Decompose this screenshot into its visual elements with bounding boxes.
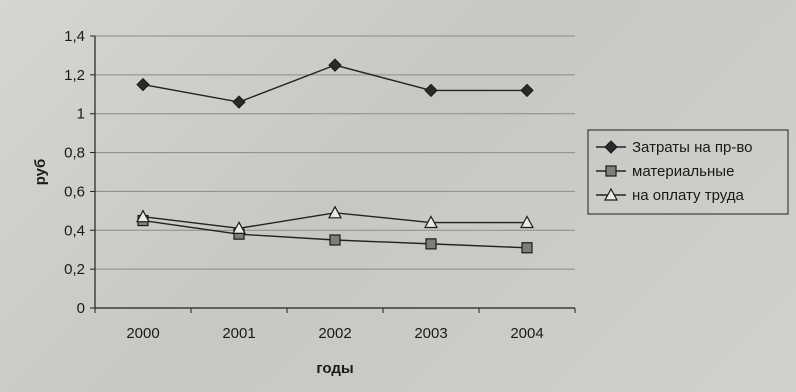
legend-item: Затраты на пр-во [596,139,753,156]
diamond-marker [520,83,534,98]
y-tick-label: 1 [77,106,85,123]
diamond-marker [136,77,150,92]
y-tick-label: 0,6 [64,183,85,200]
legend-label: Затраты на пр-во [632,139,753,156]
x-axis-title: годы [316,360,353,377]
series-lines [135,58,535,254]
x-tick-label: 2003 [414,325,447,342]
triangle-marker [135,209,151,223]
axes: 0 0,2 0,4 0,6 0,8 1 1,2 1,4 2000 2001 2002 2003 2004… [32,28,576,377]
y-tick-label: 1,2 [64,67,85,84]
triangle-marker [327,205,343,219]
legend: Затраты на пр-во материальные на оплату тр… [587,129,789,215]
legend-label: материальные [632,163,734,180]
diamond-marker [424,83,438,98]
series-triangle [135,205,535,234]
square-marker [521,242,533,254]
diamond-marker [232,95,246,109]
diamond-marker [604,140,618,154]
x-tick-label: 2000 [126,325,159,342]
diamond-marker [328,58,342,72]
triangle-marker [519,215,535,229]
legend-label: на оплату труда [632,187,745,204]
legend-item: на оплату труда [596,187,745,204]
x-tick-label: 2004 [510,325,543,342]
y-tick-label: 0,8 [64,145,85,162]
gridlines [95,35,575,270]
x-tick-label: 2001 [222,325,255,342]
triangle-marker [603,187,619,201]
y-tick-label: 1,4 [64,28,85,45]
y-tick-label: 0,4 [64,222,85,239]
y-tick-label: 0 [77,300,85,317]
series-diamond [136,58,534,109]
legend-item: материальные [596,163,734,180]
legend-box [587,129,789,215]
y-tick-label: 0,2 [64,261,85,278]
x-tick-label: 2002 [318,325,351,342]
square-marker [425,238,437,250]
triangle-marker [231,221,247,234]
triangle-marker [423,215,439,229]
square-marker [605,165,617,177]
series-square [137,214,533,254]
square-marker [329,234,341,246]
y-axis-title: руб [32,159,49,186]
